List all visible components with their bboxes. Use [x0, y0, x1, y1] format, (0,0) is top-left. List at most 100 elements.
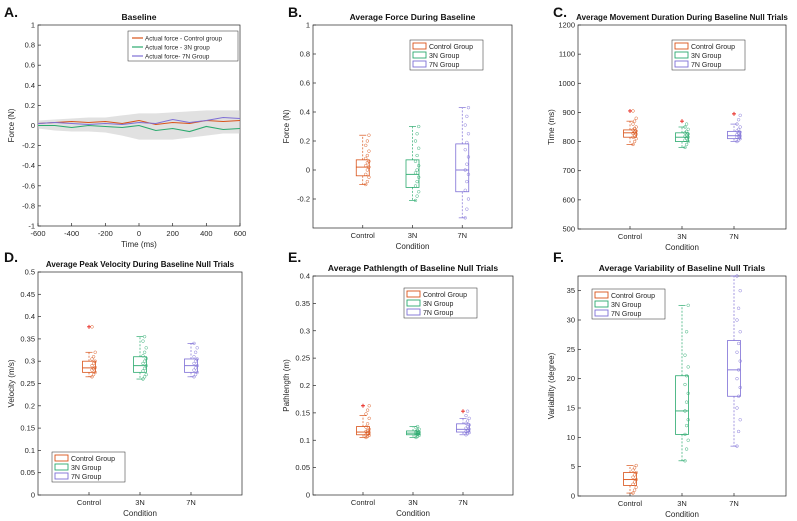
- data-point: [414, 429, 418, 434]
- data-point: [631, 109, 635, 113]
- legend-entry: Actual force- 7N Group: [145, 54, 210, 61]
- legend-box: [671, 39, 746, 71]
- y-tick-label: -1: [28, 222, 35, 231]
- chart-title: Average Force During Baseline: [350, 12, 476, 22]
- box-control: [623, 108, 638, 147]
- legend-swatch: [54, 463, 69, 471]
- data-point: [465, 428, 470, 433]
- data-point: [365, 428, 370, 433]
- data-point: [631, 122, 635, 126]
- data-point: [632, 119, 637, 123]
- data-point: [684, 447, 689, 451]
- data-point: [415, 194, 419, 198]
- data-point: [91, 361, 96, 366]
- y-tick-label: 20: [567, 374, 575, 383]
- legend-entry: Actual force - Control group: [145, 36, 222, 43]
- y-tick-label: 600: [562, 195, 575, 204]
- data-point: [141, 377, 145, 381]
- data-point: [417, 146, 421, 150]
- data-point: [365, 432, 370, 436]
- x-tick-label: 600: [234, 229, 247, 238]
- data-point: [367, 430, 371, 435]
- data-point: [683, 353, 687, 357]
- box-iqr: [405, 159, 420, 188]
- data-point: [735, 406, 739, 410]
- y-tick-label: 35: [567, 286, 575, 295]
- x-axis-label: Condition: [665, 243, 699, 252]
- series-line-n7: [37, 116, 241, 126]
- legend-entry: Control Group: [691, 44, 735, 51]
- y-tick-label: 30: [567, 316, 575, 325]
- box-control: [355, 133, 371, 187]
- panel-label: F.: [553, 249, 564, 265]
- data-point: [463, 123, 467, 127]
- legend-swatch: [412, 60, 427, 68]
- data-point: [91, 355, 96, 359]
- y-tick-label: 5: [571, 462, 575, 471]
- data-point: [735, 444, 739, 448]
- data-point: [735, 318, 739, 322]
- y-tick-label: 0.8: [25, 41, 35, 50]
- data-point: [91, 372, 96, 377]
- outlier-marker: [461, 409, 465, 414]
- y-tick-label: 800: [562, 137, 575, 146]
- data-point: [634, 477, 638, 482]
- box-iqr: [356, 426, 370, 436]
- y-tick-label: 0.05: [295, 463, 310, 472]
- y-tick-label: 0.1: [300, 436, 310, 445]
- box-n3: [406, 424, 421, 440]
- data-point: [90, 364, 94, 368]
- x-tick-label: Control: [618, 499, 643, 508]
- x-tick-label: 400: [200, 229, 213, 238]
- box-iqr: [623, 472, 637, 486]
- box-iqr: [675, 375, 689, 435]
- data-point: [141, 354, 145, 358]
- data-point: [365, 179, 369, 184]
- box-n3: [675, 119, 690, 150]
- data-point: [364, 433, 368, 437]
- data-point: [738, 134, 742, 138]
- x-tick-label: 7N: [458, 498, 468, 507]
- data-point: [193, 350, 198, 354]
- y-tick-label: 1100: [559, 50, 575, 59]
- data-point: [367, 159, 371, 163]
- legend-swatch: [412, 51, 427, 59]
- data-point: [736, 127, 741, 131]
- data-point: [195, 357, 199, 361]
- x-tick-label: Control: [351, 498, 376, 507]
- x-tick-label: Control: [77, 498, 102, 507]
- panel-a: A. Baseline -1 -0.8 -0.6 -0.4 -0.2 0 0.2 0.4 0.6 0.…: [4, 4, 246, 249]
- data-point: [465, 207, 469, 211]
- data-point: [466, 106, 471, 110]
- data-point: [466, 172, 471, 176]
- x-tick-label: 3N: [135, 498, 145, 507]
- data-point: [465, 419, 470, 423]
- chart-title: Average Pathlength of Baseline Null Tria…: [328, 263, 498, 273]
- outlier-marker: [87, 324, 91, 329]
- chart-title: Baseline: [122, 12, 157, 22]
- data-point: [736, 341, 741, 346]
- data-point: [467, 430, 471, 435]
- legend-swatch: [594, 300, 609, 308]
- data-point: [631, 142, 635, 147]
- legend-swatch: [674, 51, 689, 59]
- data-point: [417, 190, 421, 194]
- box-n7: [727, 274, 742, 448]
- panel-label: E.: [288, 249, 301, 265]
- data-point: [736, 306, 741, 310]
- data-point: [465, 179, 469, 184]
- data-point: [142, 366, 147, 370]
- y-axis-label: Force (N): [282, 109, 291, 143]
- data-point: [631, 468, 635, 472]
- data-point: [141, 369, 145, 373]
- data-point: [195, 370, 199, 374]
- panel-label: C.: [553, 4, 567, 20]
- legend-box: [403, 287, 478, 319]
- legend-swatch: [594, 291, 609, 299]
- data-point: [415, 428, 420, 433]
- x-tick-label: 7N: [729, 232, 739, 241]
- data-point: [417, 164, 421, 168]
- data-point: [415, 132, 419, 136]
- y-tick-label: 0.8: [300, 50, 310, 59]
- x-tick-label: 3N: [677, 232, 687, 241]
